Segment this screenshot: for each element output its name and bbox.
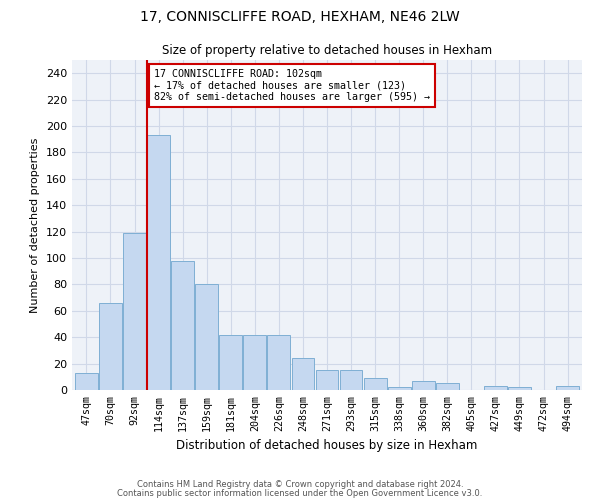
- Text: Contains HM Land Registry data © Crown copyright and database right 2024.: Contains HM Land Registry data © Crown c…: [137, 480, 463, 489]
- Bar: [75, 373, 98, 390]
- Y-axis label: Number of detached properties: Number of detached properties: [31, 138, 40, 312]
- Title: Size of property relative to detached houses in Hexham: Size of property relative to detached ho…: [162, 44, 492, 58]
- Bar: [123, 233, 146, 390]
- Bar: [99, 303, 122, 390]
- Bar: [244, 334, 266, 390]
- Bar: [388, 388, 410, 390]
- Bar: [340, 370, 362, 390]
- Text: 17 CONNISCLIFFE ROAD: 102sqm
← 17% of detached houses are smaller (123)
82% of s: 17 CONNISCLIFFE ROAD: 102sqm ← 17% of de…: [154, 69, 430, 102]
- Bar: [412, 381, 434, 390]
- Bar: [220, 334, 242, 390]
- Bar: [195, 284, 218, 390]
- Text: Contains public sector information licensed under the Open Government Licence v3: Contains public sector information licen…: [118, 488, 482, 498]
- Bar: [292, 358, 314, 390]
- Text: 17, CONNISCLIFFE ROAD, HEXHAM, NE46 2LW: 17, CONNISCLIFFE ROAD, HEXHAM, NE46 2LW: [140, 10, 460, 24]
- Bar: [484, 386, 507, 390]
- Bar: [508, 388, 531, 390]
- Bar: [364, 378, 386, 390]
- X-axis label: Distribution of detached houses by size in Hexham: Distribution of detached houses by size …: [176, 439, 478, 452]
- Bar: [147, 135, 170, 390]
- Bar: [316, 370, 338, 390]
- Bar: [556, 386, 579, 390]
- Bar: [268, 334, 290, 390]
- Bar: [436, 384, 459, 390]
- Bar: [171, 260, 194, 390]
